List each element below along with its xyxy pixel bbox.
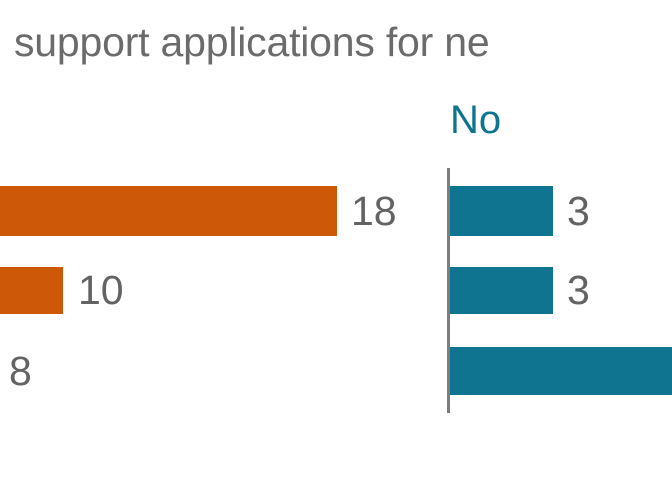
chart-title: support applications for ne (14, 19, 490, 65)
category-axis-line (447, 168, 450, 413)
bar-teal-14 (450, 347, 672, 395)
bar-row: 10 3 (0, 267, 672, 347)
bar-orange-10 (0, 267, 63, 314)
bar-value-label: 8 (9, 348, 32, 394)
bar-row: 8 14 (0, 347, 672, 427)
group-label-no: No (450, 98, 502, 142)
bar-teal-3 (450, 267, 553, 314)
bar-value-label: 3 (567, 188, 590, 234)
bar-value-label: 18 (351, 188, 397, 234)
bar-row: 18 3 (0, 186, 672, 266)
bar-orange-18 (0, 186, 337, 236)
bar-teal-3 (450, 186, 553, 236)
bar-value-label: 3 (567, 267, 590, 313)
bar-value-label: 10 (78, 267, 124, 313)
